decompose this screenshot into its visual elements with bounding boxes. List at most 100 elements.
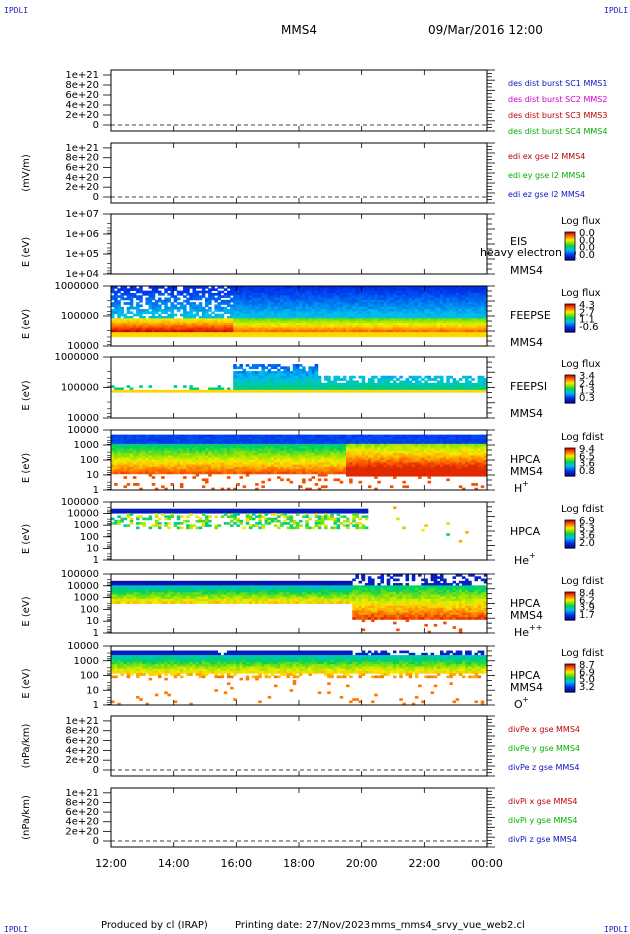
spectrogram-cell (474, 286, 478, 289)
spectrogram-cell (148, 329, 153, 333)
spectrogram-cell (270, 364, 275, 367)
spectrogram-cell (189, 318, 193, 322)
spectrogram-cell (421, 316, 425, 319)
spectrogram-cell (245, 290, 250, 294)
spectrogram-cell (455, 318, 460, 322)
spectrogram-cell (436, 382, 441, 386)
spectrogram-cell (117, 389, 121, 393)
spectrogram-cell (139, 453, 143, 456)
spectrogram-cell (236, 389, 240, 393)
spectrogram-cell (233, 329, 237, 333)
spectrogram-cell (324, 302, 328, 305)
spectrogram-cell (389, 382, 394, 386)
spectrogram-cell (386, 313, 391, 317)
spectrogram-cell (192, 476, 196, 479)
spectrogram-cell (352, 332, 356, 335)
spectrogram-cell (430, 318, 435, 322)
spectrogram-cell (330, 286, 334, 289)
spectrogram-cell (330, 311, 334, 315)
spectrogram-cell (480, 309, 485, 312)
spectrogram-cell (286, 441, 290, 445)
spectrogram-cell (430, 382, 435, 386)
spectrogram-cell (214, 306, 218, 310)
spectrogram-cell (167, 436, 171, 440)
spectrogram-cell (270, 455, 275, 459)
spectrogram-cell (114, 443, 118, 447)
spectrogram-cell (352, 450, 356, 454)
spectrogram-cell (126, 457, 131, 461)
spectrogram-cell (339, 389, 344, 393)
spectrogram-cell (192, 464, 196, 468)
spectrogram-cell (358, 306, 363, 310)
spectrogram-cell (217, 286, 222, 289)
spectrogram-cell (167, 439, 171, 442)
spectrogram-cell (220, 471, 225, 475)
spectrogram-cell (230, 389, 234, 393)
instrument-label: EIS (510, 235, 527, 248)
spectrogram-cell (305, 380, 309, 384)
colorbar-swatch (565, 235, 575, 237)
spectrogram-cell (299, 450, 303, 454)
spectrogram-cell (339, 329, 344, 333)
spectrogram-cell (270, 304, 275, 308)
spectrogram-cell (117, 318, 121, 322)
spectrogram-cell (273, 286, 278, 289)
spectrogram-cell (198, 455, 203, 459)
spectrogram-cell (449, 295, 453, 298)
spectrogram-cell (411, 290, 416, 294)
spectrogram-cell (245, 318, 250, 322)
spectrogram-cell (327, 446, 331, 449)
spectrogram-cell (245, 334, 250, 338)
spectrogram-cell (280, 457, 284, 461)
spectrogram-cell (333, 309, 337, 312)
spectrogram-cell (311, 385, 316, 388)
spectrogram-cell (158, 313, 162, 317)
spectrogram-cell (154, 299, 159, 303)
spectrogram-cell (324, 311, 328, 315)
spectrogram-cell (117, 295, 121, 298)
spectrogram-cell (261, 450, 265, 454)
spectrogram-cell (352, 457, 356, 461)
spectrogram-cell (305, 286, 309, 289)
spectrogram-cell (167, 329, 171, 333)
spectrogram-cell (333, 286, 337, 289)
spectrogram-cell (223, 329, 228, 333)
spectrogram-cell (123, 462, 128, 466)
spectrogram-cell (358, 375, 363, 379)
spectrogram-cell (283, 441, 287, 445)
spectrogram-cell (233, 371, 237, 374)
spectrogram-cell (198, 290, 203, 294)
spectrogram-cell (283, 443, 287, 447)
spectrogram-cell (211, 292, 215, 296)
spectrogram-cell (179, 290, 184, 294)
spectrogram-cell (283, 290, 287, 294)
spectrogram-cell (436, 286, 441, 289)
spectrogram-cell (242, 288, 247, 292)
spectrogram-cell (465, 297, 469, 301)
spectrogram-cell (217, 434, 222, 438)
spectrogram-cell (371, 286, 375, 289)
spectrogram-cell (114, 453, 118, 456)
spectrogram-cell (142, 334, 146, 338)
spectrogram-cell (208, 439, 212, 442)
spectrogram-cell (299, 316, 303, 319)
spectrogram-cell (195, 443, 200, 447)
spectrogram-cell (367, 295, 372, 298)
spectrogram-cell (242, 286, 247, 289)
right-axis-ticks (487, 285, 495, 347)
spectrogram-cell (346, 306, 350, 310)
spectrogram-cell (289, 311, 294, 315)
spectrogram-cell (327, 292, 331, 296)
spectrogram-cell (421, 332, 425, 335)
spectrogram-cell (424, 286, 428, 289)
spectrogram-cell (273, 448, 278, 452)
spectrogram-cell (302, 302, 306, 305)
spectrogram-cell (330, 439, 334, 442)
spectrogram-cell (198, 434, 203, 438)
spectrogram-cell (333, 446, 337, 449)
spectrogram-cell (267, 311, 272, 315)
spectrogram-cell (120, 450, 124, 454)
spectrogram-cell (226, 462, 231, 466)
spectrogram-cell (248, 366, 253, 370)
spectrogram-cell (242, 385, 247, 388)
